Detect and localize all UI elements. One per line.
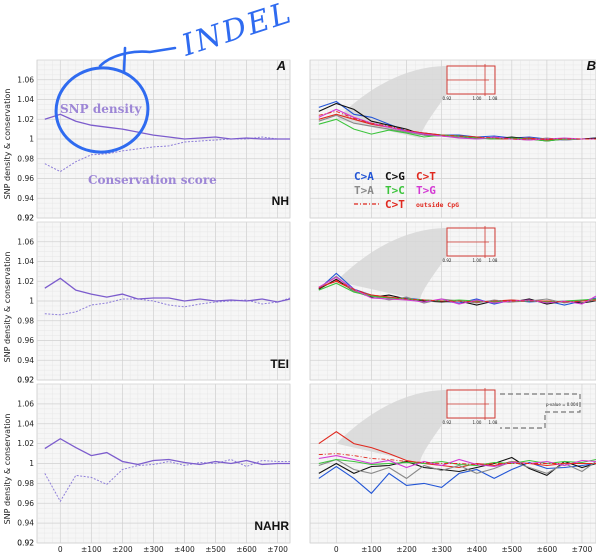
snp-density-line	[44, 113, 290, 140]
inset-tick-label: 1.08	[489, 420, 498, 425]
legend-entry-c-a: C>A	[354, 170, 374, 183]
inset-tick-label: 1.08	[489, 96, 498, 101]
snp-density-annotation: SNP density	[60, 102, 142, 116]
row-label-tei: TEI	[270, 357, 289, 371]
y-tick-label: 1.02	[17, 439, 34, 448]
y-tick-label: 1	[29, 459, 34, 468]
y-tick-label: 0.96	[17, 499, 34, 508]
y-tick-label: 0.96	[17, 336, 34, 345]
y-tick-label: 1.06	[17, 237, 34, 246]
inset-tick-label: 1.00	[473, 420, 482, 425]
y-tick-label: 1.04	[17, 257, 34, 266]
legend-entry-t-c: T>C	[385, 184, 405, 197]
inset-tick-label: 1.00	[473, 96, 482, 101]
inset-tick-label: 1.00	[473, 258, 482, 263]
y-tick-label: 0.98	[17, 316, 34, 325]
x-tick-label: ±500	[205, 545, 226, 554]
series-line-t-g	[318, 276, 596, 305]
x-tick-label: ±600	[537, 545, 558, 554]
inset-tick-label: 0.92	[443, 420, 452, 425]
y-tick-label: 0.96	[17, 174, 34, 183]
conservation-score-line	[44, 297, 291, 316]
y-tick-label: 0.94	[17, 194, 34, 203]
row-label-nahr: NAHR	[254, 519, 289, 533]
legend-entry-t-g: T>G	[416, 184, 436, 197]
legend: C>A C>G C>T T>A T>C T>G C>T outside CpG	[354, 170, 459, 211]
legend-entry-c-t: C>T	[416, 170, 436, 183]
inset-tick-label: 0.92	[443, 96, 452, 101]
x-tick-label: ±700	[572, 545, 593, 554]
x-tick-label: 0	[334, 545, 339, 554]
x-tick-label: ±300	[143, 545, 164, 554]
legend-entry-t-a: T>A	[354, 184, 374, 197]
y-tick-label: 1	[29, 297, 34, 306]
series-line-c-t-outside-cpg	[318, 453, 596, 465]
snp-density-line	[44, 437, 290, 466]
panel-label-a: A	[276, 58, 286, 73]
x-tick-label: ±200	[396, 545, 417, 554]
row-label-nh: NH	[272, 194, 289, 208]
series-line-c-t	[318, 431, 596, 469]
legend-entry-c-t-outside: C>T	[385, 198, 405, 211]
x-tick-label: ±400	[174, 545, 195, 554]
series-line-t-g	[318, 455, 596, 469]
snp-density-line	[44, 277, 291, 303]
x-tick-label: ±100	[81, 545, 102, 554]
series-line-t-c	[318, 118, 596, 142]
x-tick-label: ±700	[267, 545, 288, 554]
handwritten-stroke-2	[122, 46, 127, 74]
series-line-c-a	[318, 461, 596, 495]
panel-frames	[36, 59, 596, 544]
panel-label-b: B	[587, 58, 596, 73]
y-tick-label: 0.92	[17, 214, 34, 223]
inset-shade-layer	[336, 66, 447, 464]
conservation-score-annotation: Conservation score	[88, 173, 217, 187]
x-tick-label: ±100	[361, 545, 382, 554]
y-tick-label: 1	[29, 135, 34, 144]
legend-entry-c-g: C>G	[385, 170, 405, 183]
series-line-c-g	[318, 456, 596, 477]
y-tick-label: 1.02	[17, 277, 34, 286]
y-tick-label: 0.92	[17, 214, 34, 223]
y-axis-label: SNP density & conservation	[3, 89, 12, 200]
conservation-score-line	[44, 458, 290, 503]
y-tick-label: 0.98	[17, 154, 34, 163]
x-tick-label: 0	[58, 545, 63, 554]
x-tick-label: ±200	[112, 545, 133, 554]
tick-label-layer: 0.92 0.94 0.96 0.98 1 1.02 1.04 1.06 0.92 0.92 0.9…	[17, 75, 592, 554]
y-tick-label: 0.92	[17, 376, 34, 385]
inset-zoom-wedge	[336, 228, 447, 302]
series-line-c-t-outside-cpg	[318, 279, 596, 303]
y-tick-label: 1.04	[17, 95, 34, 104]
x-tick-label: ±600	[236, 545, 257, 554]
series-line-c-t-outside-cpg	[318, 110, 596, 140]
y-axis-label-row2: SNP density & conservation	[3, 252, 12, 363]
inset-tick-label: 1.08	[489, 258, 498, 263]
y-tick-label: 0.94	[17, 519, 34, 528]
p-value-bracket	[500, 393, 581, 429]
y-tick-label: 0.92	[17, 539, 34, 548]
y-tick-label: 0.94	[17, 356, 34, 365]
y-tick-label: 1.04	[17, 419, 34, 428]
legend-entry-outside-cpg-suffix: outside CpG	[416, 201, 459, 209]
x-tick-label: ±500	[501, 545, 522, 554]
y-tick-label: 0.92	[17, 539, 34, 548]
x-tick-label: ±300	[431, 545, 452, 554]
series-line-t-a	[318, 458, 596, 480]
decoration-layer: 0.92 1.00 1.08 0.92 1.00 1.08 0.92 1.00 1.08	[443, 64, 581, 429]
y-tick-label: 0.98	[17, 479, 34, 488]
y-tick-label: 1.06	[17, 75, 34, 84]
inset-zoom-wedge	[336, 390, 447, 464]
p-value-label: p-value = 0.004	[546, 402, 579, 407]
y-tick-label: 0.92	[17, 376, 34, 385]
y-tick-label: 1.02	[17, 115, 34, 124]
y-axis-label-row3: SNP density & conservation	[3, 414, 12, 525]
y-tick-label: 1.06	[17, 399, 34, 408]
inset-tick-label: 0.92	[443, 258, 452, 263]
series-layer	[44, 100, 596, 503]
handwritten-circle	[54, 66, 150, 154]
x-tick-label: ±400	[466, 545, 487, 554]
handwritten-note: INDEL	[177, 0, 297, 64]
